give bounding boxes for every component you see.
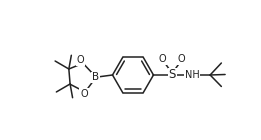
Text: O: O <box>76 55 84 65</box>
Text: NH: NH <box>185 70 199 80</box>
Text: O: O <box>80 89 88 99</box>
Text: S: S <box>169 68 176 81</box>
Text: B: B <box>92 73 99 82</box>
Text: O: O <box>159 54 167 64</box>
Text: O: O <box>178 54 186 64</box>
